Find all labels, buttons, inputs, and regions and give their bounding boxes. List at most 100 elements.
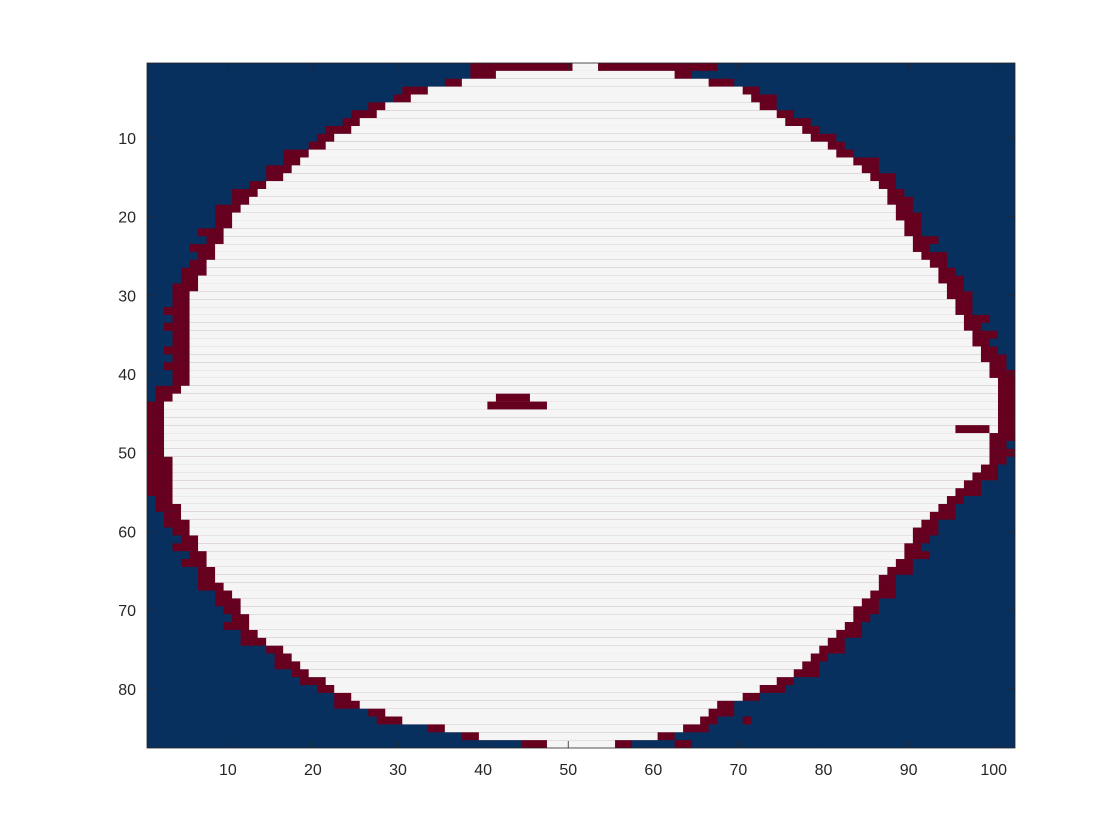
interior-row (189, 519, 922, 528)
boundary-cell (147, 448, 165, 497)
interior-row (351, 692, 743, 701)
interior-row (198, 283, 947, 292)
interior-row (164, 417, 998, 426)
interior-row (189, 346, 981, 355)
interior-row (172, 393, 998, 402)
interior-row (181, 503, 939, 512)
interior-row (266, 637, 828, 646)
x-tick-label: 80 (815, 762, 833, 779)
x-tick-label: 70 (730, 762, 748, 779)
boundary-cell (487, 401, 547, 410)
x-axis: 10 20 30 40 50 60 70 80 90 100 (219, 63, 1007, 779)
interior-row (308, 149, 837, 158)
interior-row (189, 330, 973, 339)
interior-row (240, 606, 854, 615)
interior-row (291, 165, 862, 174)
interior-row (257, 188, 888, 197)
interior-row (257, 629, 837, 638)
interior-row (308, 669, 794, 678)
interior-row (359, 118, 786, 126)
interior-row (334, 133, 811, 142)
x-tick-label: 40 (474, 762, 492, 779)
interior-row (300, 157, 854, 166)
x-tick-label: 20 (304, 762, 322, 779)
interior-row (325, 141, 828, 150)
interior-row (240, 598, 862, 607)
x-tick-label: 100 (980, 762, 1007, 779)
interior-row (172, 496, 947, 504)
interior-row (232, 212, 896, 221)
interior-row (189, 314, 964, 323)
y-tick-label: 50 (118, 446, 136, 463)
interior-row (181, 385, 998, 394)
boundary-cell (674, 740, 692, 748)
interior-row (172, 464, 981, 473)
interior-row (189, 377, 998, 386)
interior-row (189, 322, 964, 331)
interior-row (478, 732, 658, 741)
x-tick-label: 10 (219, 762, 237, 779)
interior-row (351, 125, 803, 134)
axes-frame (146, 62, 1016, 749)
interior-row (198, 275, 939, 284)
interior-row (232, 220, 905, 229)
interior-row (546, 740, 616, 748)
interior-row (325, 677, 777, 686)
y-tick-label: 30 (118, 288, 136, 305)
interior-row (189, 527, 913, 536)
interior-row (300, 661, 803, 670)
interior-row (172, 480, 964, 489)
interior-row (283, 173, 871, 182)
interior-row (215, 244, 913, 252)
interior-row (572, 63, 599, 71)
interior-row (164, 425, 998, 434)
interior-row (249, 622, 845, 630)
interior-row (198, 543, 905, 552)
interior-row (283, 645, 820, 654)
x-tick-label: 30 (389, 762, 407, 779)
interior-row (215, 566, 888, 575)
y-tick-label: 80 (118, 682, 136, 699)
interior-row (291, 653, 811, 662)
y-tick-label: 20 (118, 210, 136, 227)
y-tick-label: 60 (118, 524, 136, 541)
interior-row (427, 86, 743, 95)
interior-row (172, 456, 990, 465)
x-tick-label: 60 (644, 762, 662, 779)
interior-row (164, 448, 990, 457)
interior-row (385, 708, 709, 717)
interior-row (444, 724, 684, 733)
interior-row (402, 716, 701, 725)
x-tick-label: 90 (900, 762, 918, 779)
y-tick-label: 10 (118, 131, 136, 148)
interior-row (172, 472, 973, 481)
interior-row (189, 362, 990, 371)
plot-area (146, 62, 1016, 749)
interior-row (249, 614, 854, 623)
interior-row (206, 559, 896, 567)
interior-row (266, 181, 879, 189)
interior-row (240, 204, 896, 213)
interior-row (164, 409, 998, 418)
y-axis: 10 20 30 40 50 60 70 80 (118, 131, 1015, 699)
interior-row (385, 102, 760, 111)
y-tick-label: 40 (118, 367, 136, 384)
boundary-cell (955, 425, 990, 434)
interior-row (495, 70, 675, 79)
interior-row (172, 488, 956, 497)
interior-row (223, 228, 905, 237)
interior-row (223, 236, 913, 245)
interior-row (206, 267, 939, 276)
interior-row (223, 582, 879, 591)
interior-row (461, 78, 709, 87)
interior-row (334, 685, 760, 693)
interior-row (215, 251, 922, 260)
interior-row (164, 401, 998, 410)
interior-row (232, 590, 871, 599)
y-tick-label: 70 (118, 603, 136, 620)
interior-row (164, 433, 990, 441)
interior-row (189, 338, 973, 347)
interior-row (376, 110, 777, 119)
interior-row (164, 440, 990, 449)
